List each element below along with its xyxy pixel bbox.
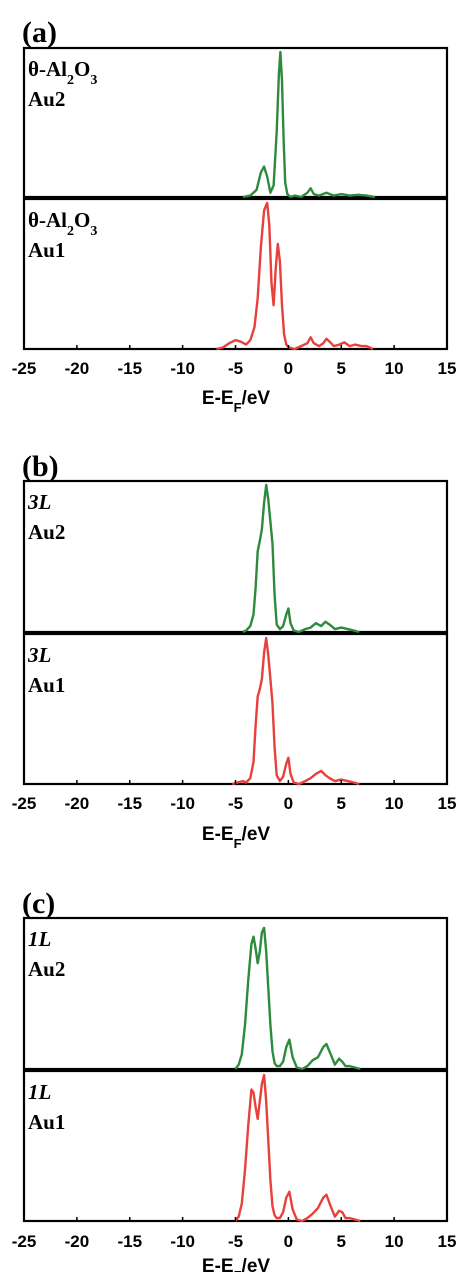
x-tick-label: -15 xyxy=(117,794,142,813)
x-axis-label: E-EF/eV xyxy=(202,388,270,415)
atom-label: Au2 xyxy=(28,87,65,111)
x-tick-label: -5 xyxy=(228,1232,243,1251)
system-label: 1L xyxy=(28,1080,51,1104)
system-label: 1L xyxy=(28,927,51,951)
x-tick-label: 15 xyxy=(438,359,457,378)
dos-curve-au2 xyxy=(242,483,360,634)
x-tick-label: -25 xyxy=(12,794,37,813)
x-tick-label: 5 xyxy=(337,794,346,813)
x-tick-label: -15 xyxy=(117,359,142,378)
x-tick-label: 5 xyxy=(337,1232,346,1251)
x-tick-label: -15 xyxy=(117,1232,142,1251)
system-label: 3L xyxy=(27,490,51,514)
atom-label: Au1 xyxy=(28,238,65,262)
x-tick-label: -10 xyxy=(170,794,195,813)
panel-label: (a) xyxy=(22,16,57,49)
plot-frame xyxy=(22,632,449,786)
plot-frame xyxy=(22,46,449,199)
dos-curve-au1 xyxy=(231,636,360,786)
plot-frame xyxy=(22,1069,449,1223)
x-tick-label: -10 xyxy=(170,1232,195,1251)
x-tick-label: 5 xyxy=(337,359,346,378)
x-tick-label: 15 xyxy=(438,1232,457,1251)
panel-label: (c) xyxy=(22,887,55,920)
system-label: θ-Al2O3 xyxy=(28,57,97,88)
atom-label: Au2 xyxy=(28,520,65,544)
panel-label: (b) xyxy=(22,450,59,483)
atom-label: Au1 xyxy=(28,1110,65,1134)
x-tick-label: -10 xyxy=(170,359,195,378)
dos-curve-au1 xyxy=(216,201,374,351)
x-tick-label: -5 xyxy=(228,794,243,813)
x-tick-label: 0 xyxy=(284,1232,293,1251)
x-tick-label: -25 xyxy=(12,359,37,378)
atom-label: Au1 xyxy=(28,673,65,697)
x-tick-label: 10 xyxy=(385,1232,404,1251)
dos-curve-au1 xyxy=(234,1073,361,1223)
x-tick-label: -20 xyxy=(65,359,90,378)
system-label: θ-Al2O3 xyxy=(28,208,97,239)
system-label: 3L xyxy=(27,643,51,667)
dos-curve-au2 xyxy=(242,50,376,199)
x-tick-label: 15 xyxy=(438,794,457,813)
x-tick-label: 0 xyxy=(284,359,293,378)
x-tick-label: 10 xyxy=(385,794,404,813)
x-axis-label: E-EF/eV xyxy=(202,1256,270,1272)
x-tick-label: -20 xyxy=(65,794,90,813)
plot-frame xyxy=(22,479,449,634)
dos-curve-au2 xyxy=(234,926,361,1071)
x-tick-label: -25 xyxy=(12,1232,37,1251)
x-axis-label: E-EF/eV xyxy=(202,824,270,851)
x-tick-label: -20 xyxy=(65,1232,90,1251)
atom-label: Au2 xyxy=(28,957,65,981)
plot-frame xyxy=(22,916,449,1071)
x-tick-label: 10 xyxy=(385,359,404,378)
x-tick-label: 0 xyxy=(284,794,293,813)
x-tick-label: -5 xyxy=(228,359,243,378)
